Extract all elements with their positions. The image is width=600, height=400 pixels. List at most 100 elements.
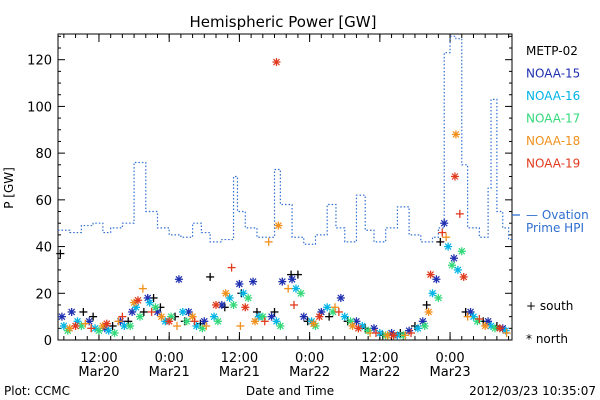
data-point-noaa-17 bbox=[244, 293, 253, 302]
data-point-metp-02 bbox=[139, 307, 148, 316]
data-point-noaa-17 bbox=[229, 300, 238, 309]
data-point-noaa-18 bbox=[81, 319, 90, 328]
data-point-noaa-18 bbox=[157, 312, 166, 321]
plot-frame bbox=[57, 33, 513, 341]
data-point-noaa-19 bbox=[475, 314, 484, 323]
data-point-noaa-16 bbox=[444, 242, 453, 251]
data-point-noaa-17 bbox=[182, 317, 191, 326]
data-point-noaa-19 bbox=[227, 263, 236, 272]
data-point-noaa-18 bbox=[424, 307, 433, 316]
data-point-noaa-17 bbox=[434, 293, 443, 302]
data-point-noaa-15 bbox=[235, 279, 244, 288]
data-point-noaa-17 bbox=[448, 261, 457, 270]
data-point-noaa-16 bbox=[413, 324, 422, 333]
data-point-noaa-18 bbox=[442, 233, 451, 242]
y-tick-label: 100 bbox=[27, 100, 52, 115]
data-point-noaa-19 bbox=[272, 58, 281, 67]
x-tick-date: Mar23 bbox=[430, 365, 471, 380]
y-axis-label: P [GW] bbox=[2, 167, 16, 209]
legend-entry: METP-02 bbox=[526, 44, 578, 58]
data-point-noaa-18 bbox=[401, 331, 410, 340]
data-point-noaa-18 bbox=[251, 317, 260, 326]
legend-entry: NOAA-18 bbox=[526, 134, 580, 148]
data-point-noaa-18 bbox=[463, 312, 472, 321]
data-point-noaa-17 bbox=[258, 312, 267, 321]
x-axis-label: Date and Time bbox=[246, 384, 334, 398]
data-point-noaa-18 bbox=[284, 284, 293, 293]
x-tick-time: 12:00 bbox=[80, 351, 117, 366]
chart-title: Hemispheric Power [GW] bbox=[190, 13, 377, 31]
legend-hpi-line2: Prime HPI bbox=[526, 221, 584, 235]
legend-entry: NOAA-15 bbox=[526, 67, 580, 81]
data-point-noaa-17 bbox=[135, 312, 144, 321]
data-point-noaa-19 bbox=[389, 331, 398, 340]
data-point-noaa-19 bbox=[165, 317, 174, 326]
data-point-noaa-17 bbox=[457, 247, 466, 256]
x-tick-time: 12:00 bbox=[221, 351, 258, 366]
data-point-noaa-19 bbox=[147, 307, 156, 316]
data-point-noaa-19 bbox=[407, 328, 416, 337]
data-point-noaa-17 bbox=[420, 321, 429, 330]
data-point-noaa-19 bbox=[450, 172, 459, 181]
data-point-noaa-17 bbox=[276, 321, 285, 330]
data-point-metp-02 bbox=[436, 237, 445, 246]
data-point-noaa-15 bbox=[432, 275, 441, 284]
data-point-noaa-16 bbox=[428, 289, 437, 298]
marker-key-north: * north bbox=[526, 332, 568, 346]
data-point-noaa-19 bbox=[133, 296, 142, 305]
data-point-noaa-19 bbox=[241, 303, 250, 312]
y-axis-ticks: 0 20 40 60 80 100 120 bbox=[27, 35, 512, 349]
x-tick-date: Mar21 bbox=[149, 365, 190, 380]
data-point-noaa-18 bbox=[330, 303, 339, 312]
data-point-metp-02 bbox=[293, 270, 302, 279]
data-point-noaa-19 bbox=[426, 270, 435, 279]
x-tick-time: 0:00 bbox=[295, 351, 324, 366]
data-point-noaa-17 bbox=[296, 289, 305, 298]
hpi-step-line bbox=[58, 35, 512, 245]
x-tick-time: 12:00 bbox=[361, 351, 398, 366]
data-point-noaa-19 bbox=[371, 328, 380, 337]
data-point-noaa-16 bbox=[340, 312, 349, 321]
data-point-noaa-18 bbox=[138, 284, 147, 293]
data-point-noaa-19 bbox=[102, 319, 111, 328]
data-point-metp-02 bbox=[89, 312, 98, 321]
data-point-metp-02 bbox=[108, 321, 117, 330]
data-point-noaa-19 bbox=[438, 228, 447, 237]
data-point-noaa-19 bbox=[118, 312, 127, 321]
data-point-metp-02 bbox=[287, 270, 296, 279]
data-point-noaa-19 bbox=[260, 317, 269, 326]
data-point-noaa-18 bbox=[221, 289, 230, 298]
data-point-noaa-19 bbox=[290, 300, 299, 309]
legend-hpi-line1: — Ovation bbox=[526, 208, 589, 222]
y-tick-label: 80 bbox=[35, 147, 52, 162]
data-point-metp-02 bbox=[79, 307, 88, 316]
data-point-metp-02 bbox=[325, 312, 334, 321]
y-tick-label: 60 bbox=[35, 194, 52, 209]
x-tick-time: 0:00 bbox=[435, 351, 464, 366]
data-point-noaa-18 bbox=[114, 317, 123, 326]
plot-timestamp: 2012/03/23 10:35:07 bbox=[469, 384, 596, 398]
data-point-noaa-17 bbox=[213, 317, 222, 326]
data-point-noaa-15 bbox=[174, 275, 183, 284]
x-axis-ticks: 12:00Mar200:00Mar2112:00Mar210:00Mar2212… bbox=[63, 34, 510, 380]
data-point-noaa-15 bbox=[57, 312, 66, 321]
data-point-noaa-18 bbox=[309, 319, 318, 328]
data-point-noaa-18 bbox=[236, 321, 245, 330]
data-point-noaa-19 bbox=[354, 324, 363, 333]
data-point-metp-02 bbox=[56, 249, 65, 258]
data-point-noaa-16 bbox=[178, 307, 187, 316]
data-point-noaa-15 bbox=[278, 277, 287, 286]
data-point-metp-02 bbox=[206, 272, 215, 281]
data-point-noaa-18 bbox=[172, 321, 181, 330]
x-tick-date: Mar21 bbox=[219, 365, 260, 380]
data-point-noaa-18 bbox=[202, 321, 211, 330]
data-point-noaa-16 bbox=[453, 265, 462, 274]
data-point-noaa-19 bbox=[315, 312, 324, 321]
data-point-noaa-17 bbox=[151, 303, 160, 312]
data-point-noaa-17 bbox=[94, 326, 103, 335]
legend-entry: NOAA-17 bbox=[526, 112, 580, 126]
data-point-noaa-18 bbox=[481, 321, 490, 330]
data-point-noaa-18 bbox=[274, 221, 283, 230]
data-point-noaa-19 bbox=[334, 307, 343, 316]
data-point-noaa-19 bbox=[190, 317, 199, 326]
